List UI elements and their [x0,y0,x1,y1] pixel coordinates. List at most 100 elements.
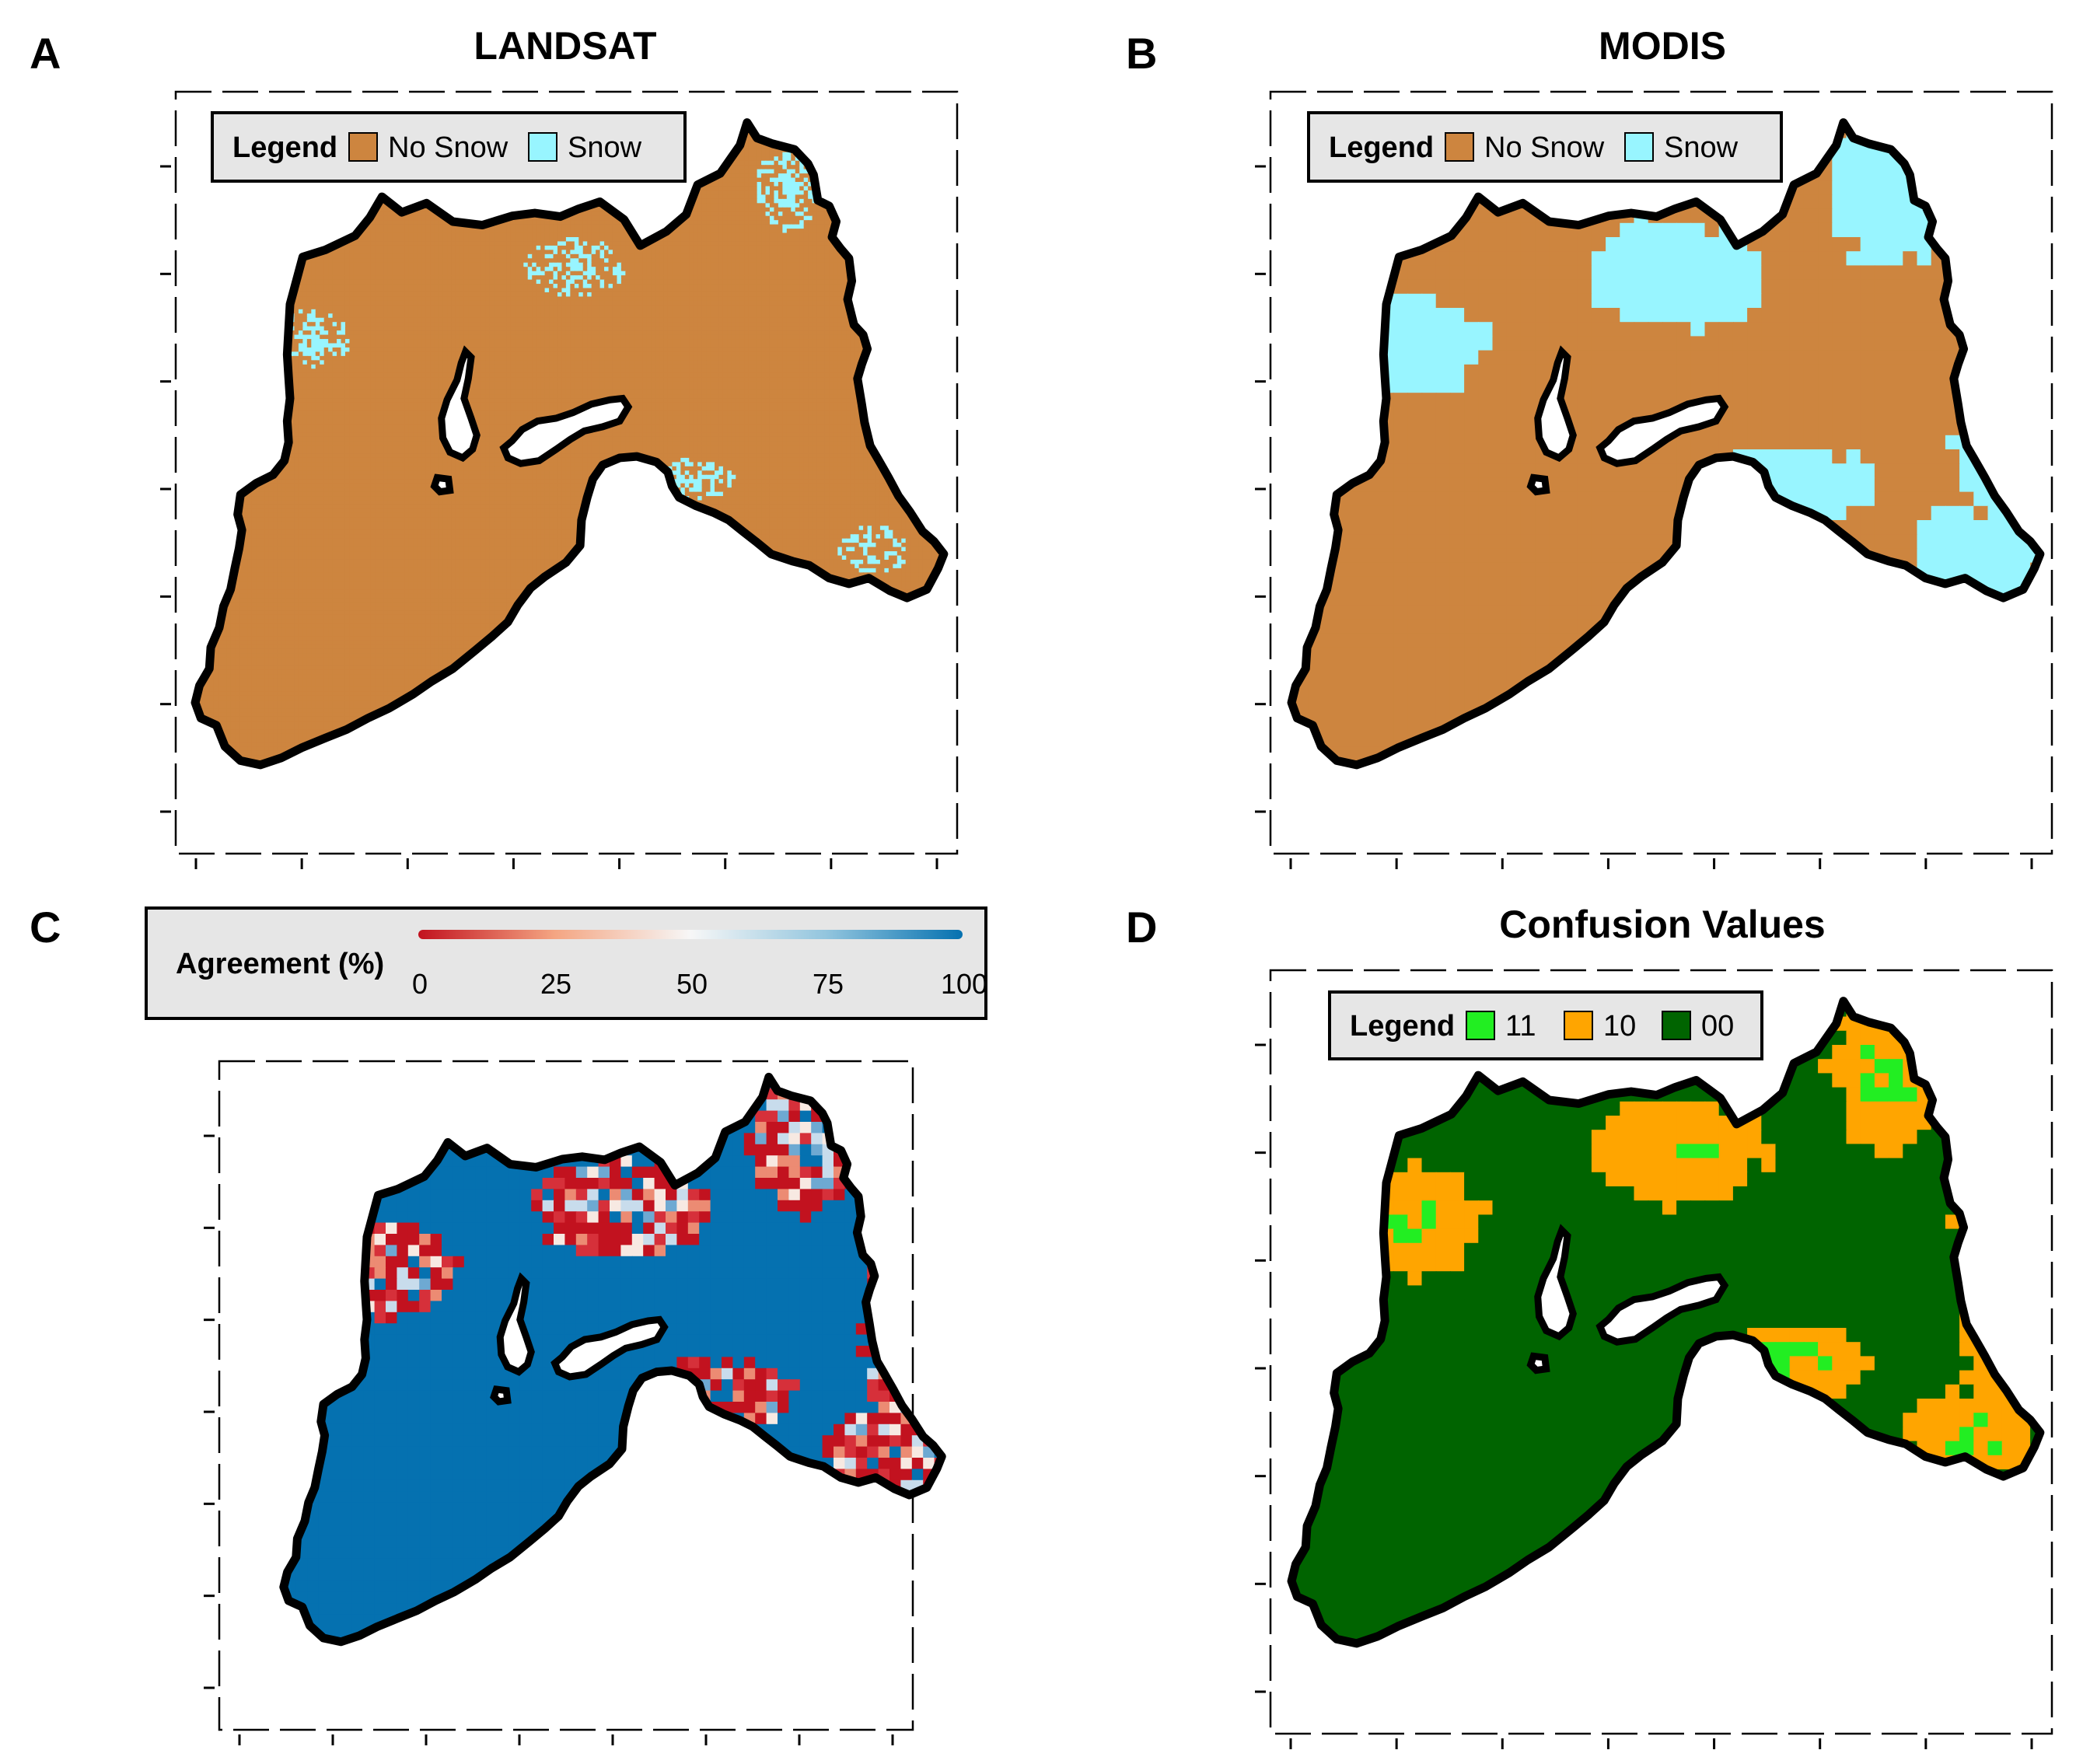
raster-cell [905,190,910,196]
raster-cell [927,143,932,149]
raster-cell [532,190,537,196]
raster-cell [757,207,762,213]
raster-cell [833,131,839,136]
raster-cell [332,211,337,217]
map-frame [174,90,959,855]
raster-cell [846,215,851,221]
raster-cell [910,110,914,114]
raster-cell [549,203,554,208]
raster-cell [718,194,724,200]
raster-cell [948,182,952,187]
raster-cell [439,220,444,225]
raster-cell [693,134,698,141]
raster-cell [651,194,656,200]
raster-cell [795,198,800,204]
raster-cell [349,203,355,208]
raster-cell [642,211,648,217]
raster-cell [744,160,750,166]
raster-cell [455,194,461,200]
raster-cell [239,215,244,221]
raster-cell [485,207,491,213]
raster-cell [875,122,881,127]
raster-cell [646,220,652,225]
raster-cell [489,211,495,217]
raster-cell [850,156,855,162]
raster-cell [494,198,499,204]
raster-cell [715,160,720,166]
raster-cell [195,186,197,191]
raster-cell [582,220,588,225]
raster-cell [778,156,784,162]
raster-cell [824,160,830,166]
raster-cell [748,186,753,191]
raster-cell [718,114,723,119]
raster-cell [706,110,711,114]
raster-cell [744,194,750,200]
raster-cell [294,215,299,221]
raster-cell [341,224,346,229]
raster-cell [425,215,431,221]
raster-cell [808,134,813,141]
raster-cell [803,127,809,132]
raster-cell [697,173,703,179]
raster-cell [749,114,753,119]
raster-cell [188,135,193,140]
raster-cell [196,127,202,132]
raster-cell [184,118,189,123]
raster-cell [927,152,932,158]
raster-cell [816,139,822,145]
raster-cell [939,177,944,183]
raster-cell [786,134,792,141]
raster-cell [943,211,944,217]
raster-cell [256,190,261,196]
raster-cell [506,190,512,196]
raster-cell [519,190,525,196]
raster-cell [201,110,205,114]
raster-cell [663,215,669,221]
raster-cell [748,134,753,141]
raster-cell [736,156,741,162]
raster-cell [285,194,291,200]
raster-cell [927,198,932,204]
raster-cell [447,186,453,191]
raster-cell [791,177,796,183]
raster-cell [812,131,817,136]
raster-cell [247,194,253,200]
raster-cell [935,215,941,221]
raster-cell [765,160,771,166]
raster-cell [196,194,202,200]
raster-cell [710,131,715,136]
raster-cell [872,156,877,162]
raster-cell [943,131,944,136]
raster-cell [829,182,834,187]
raster-cell [434,215,439,221]
raster-cell [791,194,796,200]
raster-cell [625,186,631,191]
raster-cell [722,122,729,124]
raster-cell [842,110,847,114]
raster-cell [858,190,864,196]
raster-cell [710,122,715,124]
raster-cell [387,186,393,191]
raster-cell [769,122,775,124]
raster-cell [748,190,753,196]
raster-cell [829,173,834,179]
raster-cell [910,203,915,208]
raster-cell [879,156,886,162]
raster-cell [315,190,321,196]
raster-cell [858,177,864,183]
raster-cell [362,190,368,196]
raster-cell [565,198,571,204]
raster-cell [867,173,872,179]
raster-cell [629,215,635,221]
raster-cell [634,207,639,213]
raster-cell [302,224,308,229]
raster-cell [888,173,894,179]
raster-cell [896,182,903,187]
raster-cell [893,173,898,179]
raster-cell [858,134,864,141]
raster-cell [358,207,363,213]
raster-cell [778,177,784,183]
raster-cell [914,122,919,127]
raster-cell [344,211,351,217]
